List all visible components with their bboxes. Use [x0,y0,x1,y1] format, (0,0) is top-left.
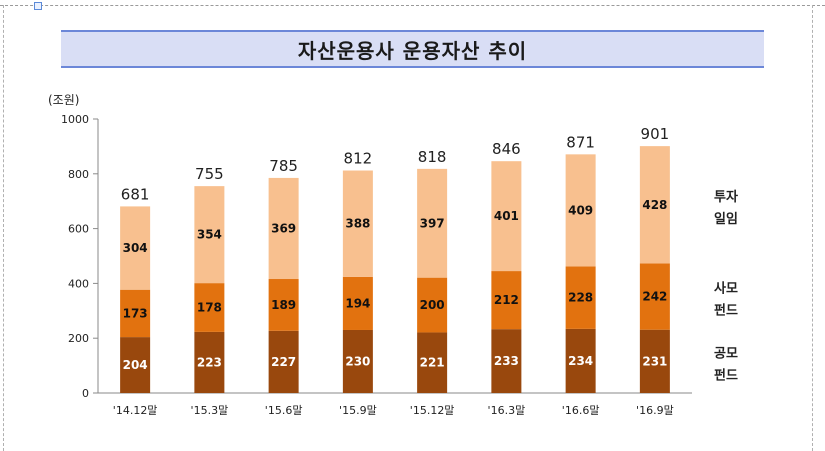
bar-segment [342,329,373,393]
y-tick-label: 600 [68,223,89,236]
total-label: 901 [641,125,670,143]
title-bar: 자산운용사 운용자산 추이 [61,30,764,68]
bar-segment [342,276,373,330]
data-label: 212 [494,293,519,307]
data-label: 227 [271,355,296,369]
y-tick-label: 0 [82,387,89,400]
bar-segment [417,168,448,278]
data-label: 231 [642,354,667,368]
bar-segment [194,186,225,284]
data-label: 223 [197,355,222,369]
data-label: 304 [123,241,148,255]
x-tick-label: '16.3말 [488,404,526,417]
bar-group: 204 173 304 681 '14.12말 223 178 354 755 '15.3말 227… [113,125,674,417]
bar-segment [268,177,299,280]
total-label: 846 [492,140,521,158]
data-label: 234 [568,354,593,368]
bar-segment [268,279,299,331]
bar-segment [639,263,670,330]
bar-segment [268,330,299,393]
data-label: 388 [345,217,370,231]
y-tick-label: 400 [68,277,89,290]
bar-segment [491,161,522,272]
total-label: 755 [195,165,224,183]
legend-label: 공모 펀드 [714,346,738,383]
bar-segment [565,154,596,267]
total-label: 871 [566,133,595,151]
bar-segment [417,277,448,333]
left-dashed-rule [3,5,4,451]
x-tick-label: '14.12말 [113,404,158,417]
data-label: 354 [197,228,222,242]
chart-title: 자산운용사 운용자산 추이 [297,38,528,63]
y-tick-label: 800 [68,168,89,181]
data-label: 200 [420,298,445,312]
legend-label: 사모 펀드 [714,281,738,319]
bar-segment [639,146,670,264]
bar-segment [565,328,596,393]
bar-segment [639,329,670,393]
data-label: 401 [494,209,519,223]
bar-segment [120,206,151,290]
x-tick-label: '15.3말 [191,404,229,417]
y-tick-group: 0 200 400 600 800 1000 [61,113,98,400]
bar-segment [417,332,448,393]
data-label: 228 [568,291,593,305]
data-label: 233 [494,354,519,368]
data-label: 173 [123,306,148,320]
data-label: 194 [345,296,370,310]
bar-segment [342,170,373,277]
total-label: 818 [418,148,447,166]
bar-segment [565,266,596,329]
total-label: 785 [269,157,298,175]
bar-segment [491,329,522,393]
data-label: 409 [568,203,593,217]
x-tick-label: '16.9말 [636,404,674,417]
data-label: 221 [420,356,445,370]
bar-segment [120,337,151,393]
x-tick-label: '15.6말 [265,404,303,417]
data-label: 369 [271,221,296,235]
bar-segment [194,283,225,332]
x-tick-label: '15.12말 [410,404,455,417]
total-label: 681 [121,185,150,203]
bar-segment [491,271,522,330]
bar-segment [120,289,151,338]
y-unit-label: (조원) [48,93,79,107]
x-tick-label: '16.6말 [562,404,600,417]
corner-handle-icon[interactable] [34,2,42,10]
legend: 공모 펀드 사모 펀드 투자 일임 [714,190,738,384]
top-dashed-rule [0,5,825,6]
data-label: 230 [345,354,370,368]
y-tick-label: 200 [68,332,89,345]
x-tick-label: '15.9말 [339,404,377,417]
right-dashed-rule [812,5,813,451]
data-label: 178 [197,301,222,315]
data-label: 242 [642,290,667,304]
data-label: 397 [420,216,445,230]
legend-label: 투자 일임 [714,190,738,227]
bar-segment [194,331,225,393]
total-label: 812 [344,150,373,168]
data-label: 204 [123,358,148,372]
y-tick-label: 1000 [61,113,89,126]
data-label: 428 [642,198,667,212]
data-label: 189 [271,298,296,312]
